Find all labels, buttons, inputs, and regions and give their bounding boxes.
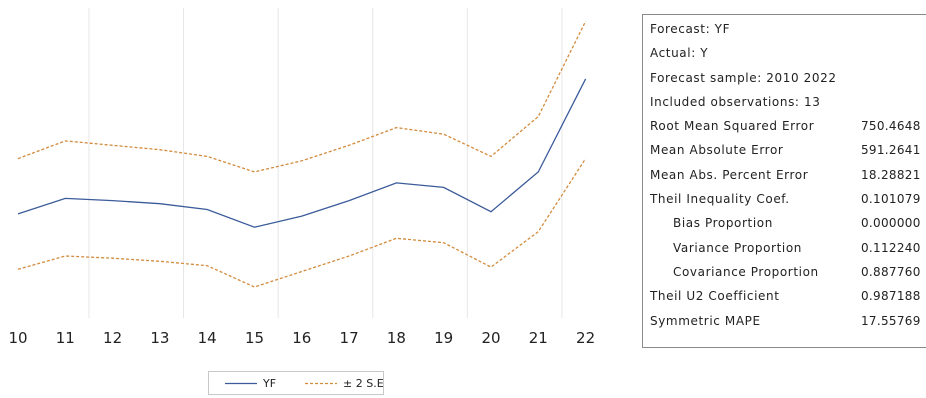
stats-value: 0.000000 bbox=[861, 216, 921, 231]
stats-label: Included observations: 13 bbox=[650, 94, 821, 109]
x-tick-label: 14 bbox=[198, 329, 217, 347]
legend: YF ± 2 S.E. bbox=[208, 371, 387, 395]
x-tick-label: 12 bbox=[103, 329, 122, 347]
x-tick-label: 10 bbox=[8, 329, 27, 347]
stats-label: Theil U2 Coefficient bbox=[650, 289, 780, 304]
forecast-chart: 10 11 12 13 14 15 16 17 18 19 20 21 22 bbox=[8, 8, 595, 347]
stats-row: Forecast: YF bbox=[643, 17, 926, 41]
stats-label: Variance Proportion bbox=[673, 240, 802, 255]
stats-row: Bias Proportion 0.000000 bbox=[643, 211, 926, 235]
series-line-yf bbox=[17, 78, 587, 228]
stats-row: Actual: Y bbox=[643, 41, 926, 65]
stats-value: 0.101079 bbox=[861, 192, 921, 207]
stats-label: Theil Inequality Coef. bbox=[650, 192, 790, 207]
stats-value: 0.887760 bbox=[861, 264, 921, 279]
x-tick-label: 21 bbox=[529, 329, 548, 347]
legend-label: ± 2 S.E. bbox=[343, 377, 383, 390]
x-tick-label: 16 bbox=[292, 329, 311, 347]
stats-row: Theil U2 Coefficient 0.987188 bbox=[643, 284, 926, 308]
stats-label: Mean Absolute Error bbox=[650, 143, 784, 158]
stats-label: Mean Abs. Percent Error bbox=[650, 167, 809, 182]
stats-row: Included observations: 13 bbox=[643, 90, 926, 114]
stats-value: 750.4648 bbox=[861, 119, 921, 134]
stats-label: Symmetric MAPE bbox=[650, 313, 761, 328]
forecast-stats-table: Forecast: YF Actual: Y Forecast sample: 20… bbox=[642, 14, 926, 348]
stats-value: 0.987188 bbox=[861, 289, 921, 304]
x-tick-label: 20 bbox=[481, 329, 500, 347]
stats-value: 591.2641 bbox=[861, 143, 921, 158]
x-tick-label: 19 bbox=[434, 329, 453, 347]
series-line-lower-band bbox=[17, 158, 587, 288]
stats-row: Mean Abs. Percent Error 18.28821 bbox=[643, 163, 926, 187]
stats-label: Forecast: YF bbox=[650, 22, 731, 36]
stats-label: Forecast sample: 2010 2022 bbox=[650, 70, 837, 85]
stats-label: Covariance Proportion bbox=[673, 264, 819, 279]
x-tick-label: 22 bbox=[576, 329, 595, 347]
stats-label: Root Mean Squared Error bbox=[650, 119, 815, 134]
gridlines bbox=[88, 8, 563, 318]
legend-items: YF ± 2 S.E. bbox=[225, 377, 387, 390]
series-line-upper-band bbox=[17, 21, 587, 173]
stats-row: Forecast sample: 2010 2022 bbox=[643, 66, 926, 90]
x-tick-label: 17 bbox=[340, 329, 359, 347]
legend-label: YF bbox=[262, 377, 276, 390]
stats-label: Bias Proportion bbox=[673, 216, 773, 231]
stats-label: Actual: Y bbox=[650, 46, 709, 61]
x-tick-label: 18 bbox=[387, 329, 406, 347]
stats-value: 18.28821 bbox=[861, 167, 921, 182]
x-tick-label: 11 bbox=[56, 329, 75, 347]
x-tick-label: 13 bbox=[150, 329, 169, 347]
stats-row: Theil Inequality Coef. 0.101079 bbox=[643, 187, 926, 211]
stats-value: 0.112240 bbox=[861, 240, 921, 255]
stats-value: 17.55769 bbox=[861, 313, 921, 328]
x-axis-ticks: 10 11 12 13 14 15 16 17 18 19 20 21 22 bbox=[8, 329, 595, 347]
series-lines bbox=[17, 21, 587, 288]
x-tick-label: 15 bbox=[245, 329, 264, 347]
stats-row: Variance Proportion 0.112240 bbox=[643, 236, 926, 260]
stats-row: Covariance Proportion 0.887760 bbox=[643, 260, 926, 284]
stats-row: Mean Absolute Error 591.2641 bbox=[643, 138, 926, 162]
stats-row: Root Mean Squared Error 750.4648 bbox=[643, 114, 926, 138]
stats-row: Symmetric MAPE 17.55769 bbox=[643, 309, 926, 333]
